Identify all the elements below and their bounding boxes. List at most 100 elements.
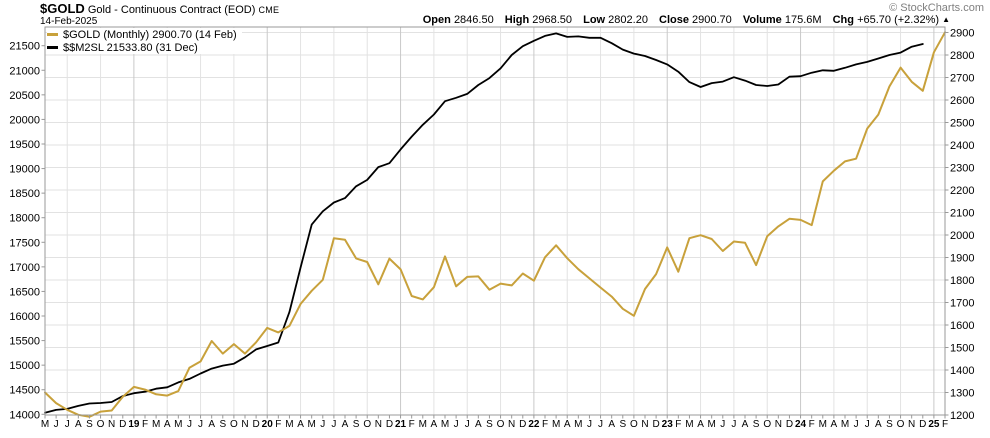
low-value: 2802.20: [608, 14, 648, 26]
chart-header: $GOLD Gold - Continuous Contract (EOD) C…: [40, 1, 279, 16]
svg-text:N: N: [908, 419, 915, 430]
svg-text:M: M: [285, 419, 293, 430]
svg-text:S: S: [619, 419, 626, 430]
svg-text:J: J: [54, 419, 59, 430]
svg-text:A: A: [742, 419, 749, 430]
svg-text:J: J: [198, 419, 203, 430]
svg-text:1400: 1400: [950, 365, 974, 377]
svg-text:1900: 1900: [950, 253, 974, 265]
svg-text:S: S: [353, 419, 360, 430]
svg-text:J: J: [731, 419, 736, 430]
svg-text:J: J: [65, 419, 70, 430]
svg-text:F: F: [542, 419, 548, 430]
svg-text:20: 20: [262, 419, 274, 430]
svg-text:1300: 1300: [950, 388, 974, 400]
svg-text:2000: 2000: [950, 230, 974, 242]
copyright-text: © StockCharts.com: [889, 2, 984, 14]
svg-text:22: 22: [528, 419, 540, 430]
svg-text:A: A: [342, 419, 349, 430]
svg-text:M: M: [685, 419, 693, 430]
svg-text:A: A: [564, 419, 571, 430]
svg-text:M: M: [841, 419, 849, 430]
chart-legend: $GOLD (Monthly) 2900.70 (14 Feb) $$M2SL …: [47, 28, 242, 54]
high-label: High: [504, 14, 530, 26]
svg-text:18000: 18000: [9, 213, 40, 225]
svg-text:J: J: [865, 419, 870, 430]
svg-text:S: S: [886, 419, 893, 430]
svg-text:1200: 1200: [950, 410, 974, 422]
svg-text:O: O: [97, 419, 105, 430]
svg-text:N: N: [375, 419, 382, 430]
svg-text:J: J: [587, 419, 592, 430]
svg-text:20500: 20500: [9, 90, 40, 102]
svg-text:D: D: [252, 419, 259, 430]
open-value: 2846.50: [453, 14, 494, 26]
svg-text:J: J: [331, 419, 336, 430]
svg-text:J: J: [187, 419, 192, 430]
svg-text:F: F: [275, 419, 281, 430]
svg-text:S: S: [219, 419, 226, 430]
svg-text:17000: 17000: [9, 262, 40, 274]
chart-date: 14-Feb-2025: [40, 16, 98, 27]
svg-text:M: M: [552, 419, 560, 430]
svg-text:A: A: [297, 419, 304, 430]
svg-text:J: J: [854, 419, 859, 430]
high-value: 2968.50: [532, 14, 573, 26]
svg-text:M: M: [307, 419, 315, 430]
svg-text:D: D: [386, 419, 393, 430]
svg-text:M: M: [819, 419, 827, 430]
svg-text:A: A: [697, 419, 704, 430]
volume-value: 175.6M: [784, 14, 822, 26]
svg-text:N: N: [508, 419, 515, 430]
svg-text:18500: 18500: [9, 188, 40, 200]
svg-text:2100: 2100: [950, 208, 974, 220]
svg-text:19000: 19000: [9, 164, 40, 176]
svg-text:M: M: [174, 419, 182, 430]
svg-text:1600: 1600: [950, 320, 974, 332]
m2sl-line-swatch-icon: [47, 46, 58, 49]
series-gold-line: [44, 31, 946, 418]
svg-text:2700: 2700: [950, 73, 974, 85]
chg-value: +65.70 (+2.32%): [857, 14, 940, 26]
svg-text:O: O: [763, 419, 771, 430]
svg-text:A: A: [875, 419, 882, 430]
svg-text:D: D: [119, 419, 126, 430]
svg-text:J: J: [454, 419, 459, 430]
volume-label: Volume: [742, 14, 782, 26]
symbol-ticker: $GOLD: [40, 1, 85, 16]
svg-text:2800: 2800: [950, 50, 974, 62]
grid-layer: [45, 27, 945, 415]
close-value: 2900.70: [692, 14, 732, 26]
svg-text:D: D: [786, 419, 793, 430]
svg-text:A: A: [831, 419, 838, 430]
svg-text:F: F: [409, 419, 415, 430]
svg-text:O: O: [630, 419, 638, 430]
svg-text:14500: 14500: [9, 385, 40, 397]
legend-m2sl-label: $$M2SL 21533.80 (31 Dec): [63, 41, 198, 54]
svg-text:O: O: [897, 419, 905, 430]
open-label: Open: [422, 14, 451, 26]
series-m2sl-line: [44, 32, 924, 414]
svg-text:2900: 2900: [950, 28, 974, 40]
svg-text:M: M: [152, 419, 160, 430]
svg-text:F: F: [142, 419, 148, 430]
legend-item-gold: $GOLD (Monthly) 2900.70 (14 Feb): [47, 28, 242, 41]
svg-text:O: O: [497, 419, 505, 430]
svg-text:16500: 16500: [9, 286, 40, 298]
svg-text:F: F: [809, 419, 815, 430]
svg-text:1800: 1800: [950, 275, 974, 287]
svg-text:J: J: [598, 419, 603, 430]
svg-text:1700: 1700: [950, 298, 974, 310]
svg-text:21000: 21000: [9, 65, 40, 77]
svg-text:J: J: [720, 419, 725, 430]
svg-text:J: J: [320, 419, 325, 430]
svg-text:A: A: [475, 419, 482, 430]
chg-label: Chg: [832, 14, 854, 26]
svg-text:M: M: [441, 419, 449, 430]
close-label: Close: [659, 14, 689, 26]
svg-text:21: 21: [395, 419, 407, 430]
svg-text:A: A: [164, 419, 171, 430]
svg-text:D: D: [919, 419, 926, 430]
